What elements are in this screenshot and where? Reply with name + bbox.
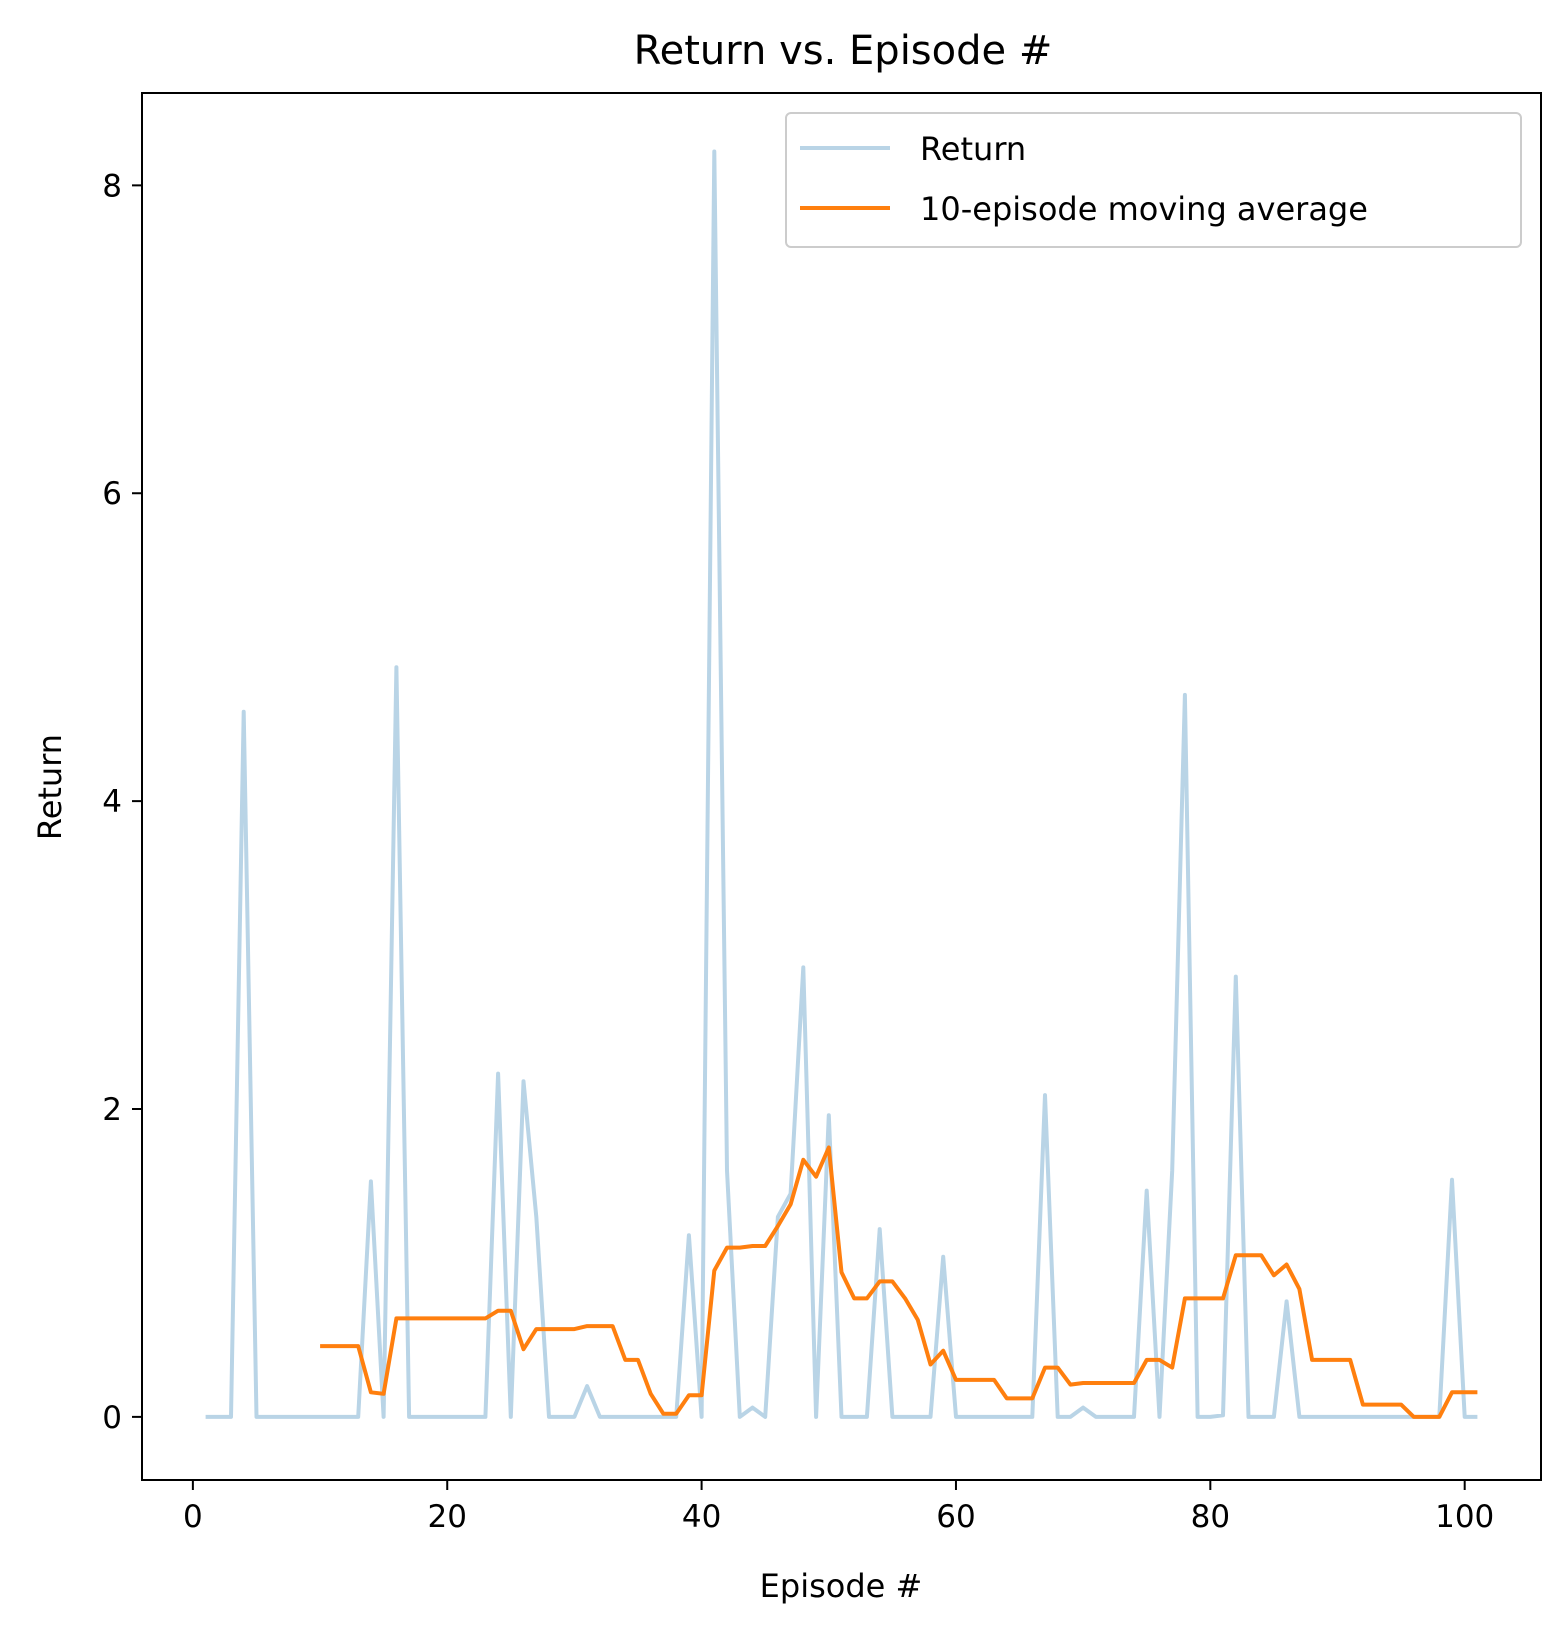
x-tick-label: 80 bbox=[1191, 1499, 1230, 1535]
legend-label-moving-average: 10-episode moving average bbox=[920, 190, 1368, 228]
legend-label-return: Return bbox=[920, 130, 1026, 168]
x-tick-label: 0 bbox=[183, 1499, 203, 1535]
y-axis-label: Return bbox=[31, 734, 69, 840]
x-tick-label: 60 bbox=[936, 1499, 975, 1535]
y-tick-label: 6 bbox=[102, 476, 122, 512]
legend-box bbox=[785, 112, 1522, 248]
legend: Return 10-episode moving average bbox=[785, 112, 1522, 248]
y-tick-label: 4 bbox=[102, 784, 122, 820]
x-tick-label: 40 bbox=[682, 1499, 721, 1535]
x-tick-label: 100 bbox=[1435, 1499, 1494, 1535]
chart-title: Return vs. Episode # bbox=[634, 28, 1053, 74]
y-tick-label: 0 bbox=[102, 1400, 122, 1436]
series-line-moving-average bbox=[320, 1145, 1478, 1419]
y-tick-label: 2 bbox=[102, 1092, 122, 1128]
x-tick-label: 20 bbox=[428, 1499, 467, 1535]
x-axis-label: Episode # bbox=[760, 1567, 923, 1605]
series-line-return bbox=[205, 149, 1478, 1419]
y-tick-label: 8 bbox=[102, 168, 122, 204]
plot-frame bbox=[141, 92, 1542, 1481]
